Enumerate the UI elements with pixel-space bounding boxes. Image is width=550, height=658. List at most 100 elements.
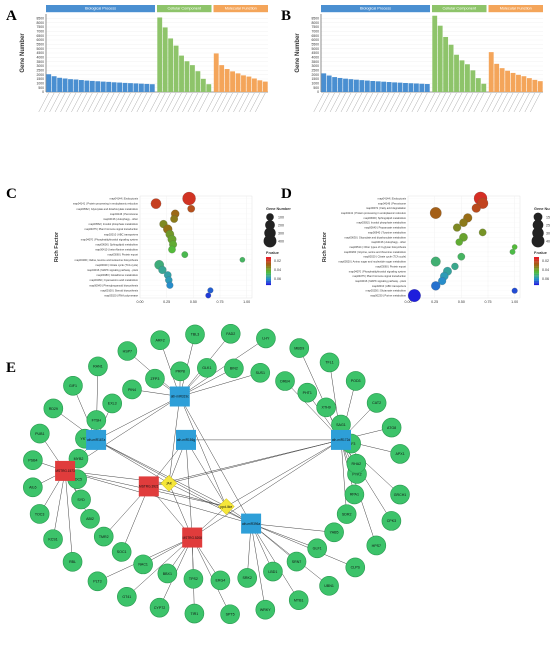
category-tick xyxy=(451,92,463,113)
gene-node-label: WRKY xyxy=(260,608,271,612)
network-edge xyxy=(179,372,261,397)
pathway-term-label: map04070 | Phosphatidylinositol signalin… xyxy=(81,237,138,241)
network-edge xyxy=(226,439,342,507)
category-tick xyxy=(513,92,525,113)
y-tick-label: 6000 xyxy=(36,38,44,42)
gene-node-label: MTB1 xyxy=(294,598,304,602)
gene-node xyxy=(71,489,91,510)
category-tick xyxy=(373,92,384,113)
gene-node-label: PLT3 xyxy=(93,580,101,584)
pathway-bubble xyxy=(511,287,518,294)
y-tick-label: 6000 xyxy=(311,38,319,42)
y-tick-label: 4000 xyxy=(311,56,319,60)
group-name: Molecular Function xyxy=(225,6,257,10)
mirna-node-label: ath-miR396a xyxy=(242,522,260,526)
gene-node xyxy=(43,529,63,549)
bar xyxy=(79,80,84,92)
gene-node-label: ARF2 xyxy=(156,339,165,343)
pathway-term-label: map00514 | Other types of O-glycan biosy… xyxy=(349,245,406,249)
bar xyxy=(392,82,397,92)
gene-node xyxy=(381,417,402,438)
category-tick xyxy=(93,92,104,113)
category-tick xyxy=(319,92,330,113)
pathway-term-label: map04016 | MAPK signaling pathway - plan… xyxy=(355,279,406,283)
gene-node-label: GIF1 xyxy=(69,384,77,388)
group-rule xyxy=(213,11,268,13)
gene-node-label: PHT1 xyxy=(303,391,312,395)
bar xyxy=(494,63,500,92)
category-tick xyxy=(211,92,222,113)
bar xyxy=(257,80,263,92)
category-tick xyxy=(125,92,137,113)
bar xyxy=(481,83,487,92)
gene-node-label: YAB5 xyxy=(330,531,339,535)
bar xyxy=(138,83,144,92)
bar xyxy=(133,83,139,92)
y-tick-label: 500 xyxy=(38,86,44,90)
category-tick xyxy=(340,92,352,113)
pathway-term-label: map04144 | Endocytosis xyxy=(378,196,407,200)
group-rule xyxy=(46,11,155,13)
category-tick xyxy=(38,92,49,113)
bar xyxy=(157,17,163,92)
bar xyxy=(359,80,365,92)
category-tick xyxy=(193,92,204,113)
x-tick-label: 0.75 xyxy=(485,300,492,304)
category-tick xyxy=(109,92,120,113)
pathway-term-label: map04070 | Phosphatidylinositol signalin… xyxy=(349,269,406,273)
pathway-term-label: map00100 | Steroid biosynthesis xyxy=(100,288,138,292)
category-tick xyxy=(114,92,126,113)
y-tick-label: 7000 xyxy=(311,30,319,34)
gene-node xyxy=(183,569,204,589)
bar xyxy=(195,71,201,92)
bar xyxy=(354,79,359,92)
color-legend-title: P.value xyxy=(266,251,279,255)
pathway-term-label: map00230 | Purine metabolism xyxy=(370,294,406,298)
pathway-bubble xyxy=(431,281,441,291)
group-rule xyxy=(488,11,543,13)
pathway-bubble xyxy=(239,257,246,263)
gene-node xyxy=(345,557,366,578)
color-legend-segment xyxy=(266,261,271,263)
gene-node-label: RD29 xyxy=(49,407,58,411)
color-legend-segment xyxy=(266,280,271,283)
pathway-bubble xyxy=(168,245,176,254)
gene-node-label: TPS2 xyxy=(189,577,198,581)
gene-node xyxy=(263,561,283,582)
category-tick xyxy=(206,92,217,113)
y-tick-label: 2000 xyxy=(36,73,44,77)
y-axis-label: Gene Number xyxy=(20,33,26,73)
network-edge xyxy=(192,439,342,538)
gene-node xyxy=(275,371,295,391)
y-tick-label: 3000 xyxy=(311,64,319,68)
category-tick xyxy=(87,92,98,113)
pathway-term-label: map00020 | Citrate cycle (TCA cycle) xyxy=(363,255,406,259)
color-legend-segment xyxy=(534,262,539,265)
pathway-term-label: map00020 | Citrate cycle (TCA cycle) xyxy=(95,263,138,267)
category-tick xyxy=(313,92,324,113)
color-legend-segment xyxy=(534,282,539,284)
bar xyxy=(57,77,63,92)
color-legend-segment xyxy=(534,268,539,270)
color-legend-segment xyxy=(534,259,539,262)
bar xyxy=(246,76,252,92)
pathway-bubble xyxy=(150,198,162,209)
pathway-term-label: map04136 | Autophagy - other xyxy=(103,217,138,221)
color-legend-segment xyxy=(534,283,539,286)
category-tick xyxy=(395,92,406,113)
category-tick xyxy=(155,92,166,113)
group-header xyxy=(46,5,155,11)
category-tick xyxy=(71,92,82,113)
color-legend-segment xyxy=(266,283,271,286)
category-tick xyxy=(227,92,239,113)
y-tick-label: 8500 xyxy=(36,17,44,21)
color-legend-segment xyxy=(266,258,271,260)
color-legend-segment xyxy=(534,278,539,280)
category-tick xyxy=(351,92,363,113)
category-tick xyxy=(160,92,171,113)
color-legend-segment xyxy=(534,261,539,263)
size-legend-label: 150 xyxy=(546,215,550,219)
gene-node-label: RPA1 xyxy=(350,493,359,497)
pathway-bubble xyxy=(451,262,459,271)
